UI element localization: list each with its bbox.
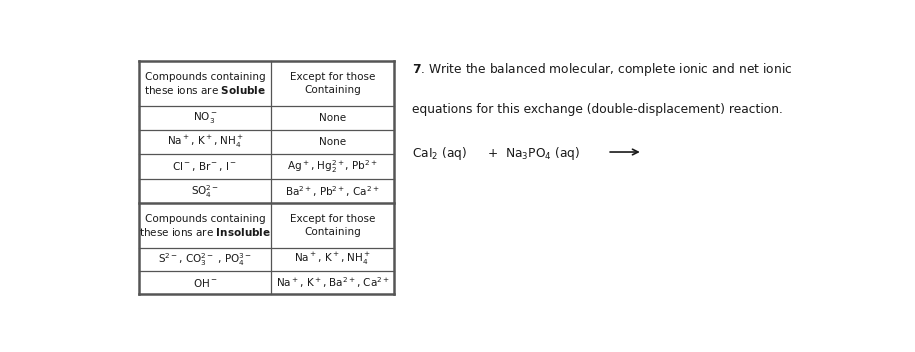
Text: None: None — [319, 137, 346, 147]
Text: Ba$^{2+}$, Pb$^{2+}$, Ca$^{2+}$: Ba$^{2+}$, Pb$^{2+}$, Ca$^{2+}$ — [285, 184, 380, 199]
Text: Containing: Containing — [304, 85, 361, 95]
Text: Cl$^-$, Br$^-$, I$^-$: Cl$^-$, Br$^-$, I$^-$ — [172, 160, 238, 173]
Text: Na$^+$, K$^+$, Ba$^{2+}$, Ca$^{2+}$: Na$^+$, K$^+$, Ba$^{2+}$, Ca$^{2+}$ — [275, 275, 390, 290]
Text: Compounds containing: Compounds containing — [145, 214, 265, 224]
Text: Containing: Containing — [304, 227, 361, 237]
Text: Na$^+$, K$^+$, NH$_4^+$: Na$^+$, K$^+$, NH$_4^+$ — [294, 251, 371, 268]
Text: $\mathbf{7}$. Write the balanced molecular, complete ionic and net ionic: $\mathbf{7}$. Write the balanced molecul… — [412, 61, 792, 78]
Text: S$^{2-}$, CO$_3^{2-}$ , PO$_4^{3-}$: S$^{2-}$, CO$_3^{2-}$ , PO$_4^{3-}$ — [157, 251, 252, 268]
Text: Except for those: Except for those — [290, 214, 375, 224]
Text: these ions are $\bf{Soluble}$: these ions are $\bf{Soluble}$ — [144, 84, 266, 96]
Text: NO$_3^-$: NO$_3^-$ — [192, 110, 217, 125]
Text: equations for this exchange (double-displacement) reaction.: equations for this exchange (double-disp… — [412, 103, 783, 116]
Text: these ions are $\bf{Insoluble}$: these ions are $\bf{Insoluble}$ — [139, 226, 271, 238]
Text: $+$  Na$_3$PO$_4$ (aq): $+$ Na$_3$PO$_4$ (aq) — [487, 145, 580, 162]
Text: Except for those: Except for those — [290, 72, 375, 82]
Text: Compounds containing: Compounds containing — [145, 72, 265, 82]
Text: None: None — [319, 113, 346, 123]
Text: Ag$^+$, Hg$_2^{2+}$, Pb$^{2+}$: Ag$^+$, Hg$_2^{2+}$, Pb$^{2+}$ — [287, 158, 378, 175]
Text: Na$^+$, K$^+$, NH$_4^+$: Na$^+$, K$^+$, NH$_4^+$ — [167, 134, 243, 150]
Text: CaI$_2$ (aq): CaI$_2$ (aq) — [412, 145, 468, 162]
Text: OH$^-$: OH$^-$ — [192, 277, 218, 289]
Text: SO$_4^{2-}$: SO$_4^{2-}$ — [191, 183, 219, 200]
